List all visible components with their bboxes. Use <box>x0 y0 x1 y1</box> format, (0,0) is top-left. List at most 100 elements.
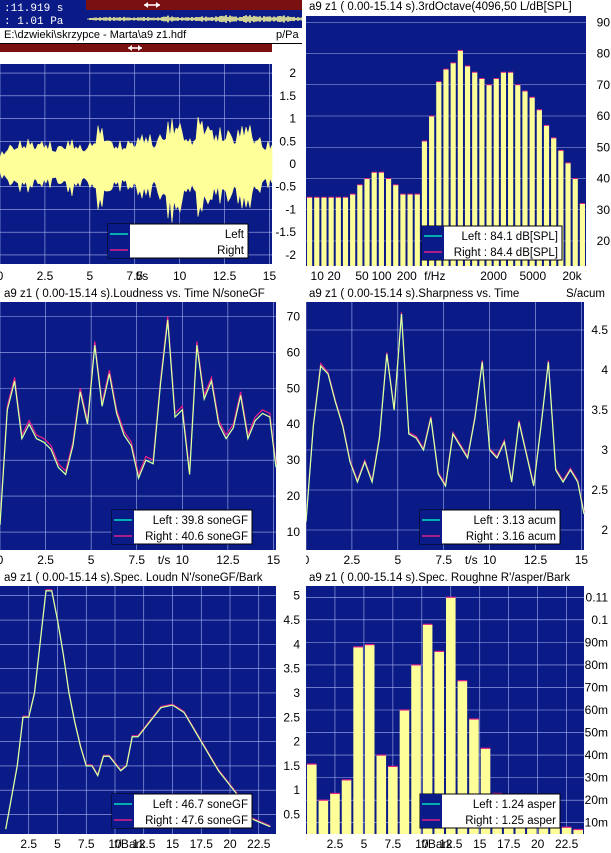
y-tick-label: 70 <box>287 309 301 323</box>
bar <box>469 719 479 834</box>
x-tick-label: 22.5 <box>247 837 271 851</box>
sharpness-chart[interactable]: 4.5 4 3.5 3 2.5 2 0 2.5 5 7.5 10 12.5 15 t/s Left : 3.… <box>306 302 611 570</box>
y-tick-label: 30m <box>585 771 608 785</box>
bar <box>429 116 435 266</box>
legend-right-label: Right : 84.4 dB[SPL] <box>454 247 558 259</box>
bar <box>307 197 313 266</box>
x-tick-label: 12.5 <box>439 837 463 851</box>
bar <box>385 178 392 266</box>
bar <box>446 597 456 834</box>
overview-bar[interactable]: :11.919 s : 1.01 Pa <box>0 0 305 28</box>
spec-loudness-chart[interactable]: 5 4.5 4 3.5 3 2.5 2 1.5 1 0.5 2.5 5 7.5 10 12.5 15 17.5 2… <box>0 586 302 853</box>
bar <box>561 827 572 834</box>
y-tick-label: 0 <box>289 157 296 171</box>
x-tick-label: 5 <box>88 553 95 567</box>
x-tick-label: 12.5 <box>132 837 156 851</box>
bar <box>400 194 406 266</box>
arrow-head-left <box>128 45 132 51</box>
legend-right-label: Right <box>217 245 245 257</box>
bar <box>480 748 491 834</box>
x-tick-label: 22.5 <box>555 837 579 851</box>
y-tick-label: 5 <box>293 589 300 603</box>
x-tick-label: 100 <box>372 269 392 283</box>
bar <box>378 172 384 266</box>
bar <box>536 109 542 266</box>
x-tick-label: 50 <box>355 269 369 283</box>
spec-roughness-chart[interactable]: 0.11 0.1 90m 80m 70m 60m 50m 40m 30m 20m 10m 2.5 5 7.… <box>306 586 611 853</box>
x-tick-label: 10 <box>483 553 497 567</box>
x-tick-label: 2.5 <box>20 837 37 851</box>
bar <box>522 91 528 266</box>
overview-svg: :11.919 s : 1.01 Pa <box>0 0 305 28</box>
legend-left-label: Left : 46.7 soneGF <box>153 799 248 811</box>
legend-box <box>111 793 253 829</box>
legend-box <box>421 225 563 261</box>
x-tick-label: 7.5 <box>126 269 143 283</box>
x-axis-label: f/Bark <box>114 837 146 851</box>
x-tick-label: 15 <box>263 269 277 283</box>
legend-left-label: Left : 3.13 acum <box>474 515 556 527</box>
bar <box>579 203 585 266</box>
y-tick-label: 1.5 <box>283 759 300 773</box>
bar <box>371 172 377 266</box>
legend: Left : 39.8 soneGF Right : 40.6 soneGF <box>111 509 253 545</box>
y-tick-label: 90m <box>585 635 608 649</box>
series-line-right <box>0 316 277 522</box>
legend-right-label: Right : 47.6 soneGF <box>145 815 248 827</box>
x-axis-label: f/Bark <box>421 837 453 851</box>
y-tick-label: 60m <box>585 703 608 717</box>
y-tick-label: 2 <box>601 523 608 537</box>
bar <box>341 779 352 834</box>
legend-swatch-bg <box>420 510 442 544</box>
y-tick-label: 80 <box>597 47 611 61</box>
series-line-highlight <box>0 319 277 525</box>
double-arrow-icon[interactable] <box>144 2 160 8</box>
x-axis-label: t/s <box>465 553 478 567</box>
bar <box>330 793 340 834</box>
series-line-highlight <box>5 590 271 830</box>
y-tick-label: 40m <box>585 748 608 762</box>
x-axis-label: t/s <box>136 269 149 283</box>
bar <box>529 97 535 266</box>
plot-area <box>306 302 584 550</box>
x-tick-label: 10 <box>311 269 325 283</box>
y-tick-label: 50 <box>287 381 301 395</box>
y-tick-label: 70m <box>585 680 608 694</box>
unit-label: p/Pa <box>276 29 299 41</box>
y-tick-label: 2.5 <box>283 710 300 724</box>
x-tick-label: 20 <box>531 837 545 851</box>
y-tick-label: 3 <box>601 443 608 457</box>
bar <box>486 84 492 266</box>
y-tick-label: 1.5 <box>279 89 296 103</box>
bar <box>558 150 564 266</box>
legend-box <box>111 509 253 545</box>
y-tick-label: 4 <box>601 363 608 377</box>
bar <box>450 62 456 266</box>
y-tick-label: 50m <box>585 726 608 740</box>
loudness-chart[interactable]: 70 60 50 40 30 20 10 0 2.5 5 7.5 10 12.5 15 t/s Left : … <box>0 302 302 570</box>
bar <box>393 184 399 266</box>
waveform-chart[interactable]: 2 1.5 1 0.5 0 -0.5 -1 -1.5 -2 0 2.5 5 7.5 10 12.5 15 t/s… <box>0 44 302 286</box>
x-tick-label: 5 <box>86 269 93 283</box>
waveform-area <box>0 117 273 223</box>
y-tick-label: 70 <box>597 78 611 92</box>
legend: Left : 84.1 dB[SPL] Right : 84.4 dB[SPL] <box>421 225 563 261</box>
y-tick-label: -1 <box>285 202 296 216</box>
spec-roughness-title: a9 z1 ( 0.00-15.14 s).Spec. Roughne R'/a… <box>309 572 571 584</box>
bar <box>364 178 370 266</box>
x-tick-label: 15 <box>166 837 180 851</box>
bar <box>350 194 356 266</box>
y-tick-label: 3.5 <box>283 662 300 676</box>
bar <box>443 69 449 266</box>
bar <box>464 66 471 266</box>
legend-right-label: Right : 1.25 asper <box>465 815 556 827</box>
y-tick-label: -0.5 <box>275 180 296 194</box>
bar <box>321 197 327 266</box>
overview-waveform <box>87 15 305 23</box>
x-tick-label: 2.5 <box>37 269 54 283</box>
y-tick-label: 4 <box>293 637 300 651</box>
x-tick-label: 5 <box>54 837 61 851</box>
bar <box>376 755 387 834</box>
x-tick-label: 7.5 <box>78 837 95 851</box>
